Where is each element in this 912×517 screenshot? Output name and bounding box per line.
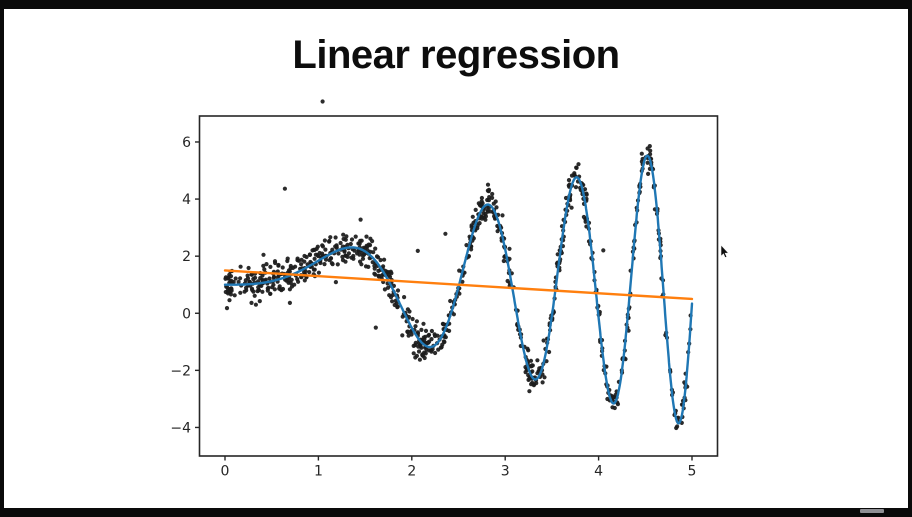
y-axis-tick-label: 6 xyxy=(182,135,191,151)
plot-frame xyxy=(198,115,719,457)
model-curve-line xyxy=(223,154,694,425)
y-axis-tick-label: 0 xyxy=(182,306,191,322)
mouse-cursor-icon xyxy=(720,244,730,259)
y-axis-tick-label: 4 xyxy=(182,192,191,208)
scatter-points xyxy=(223,99,693,431)
x-axis-tick-label: 4 xyxy=(594,464,603,480)
x-axis-tick-label: 5 xyxy=(688,464,697,480)
y-axis-tick-label: 2 xyxy=(182,249,191,265)
y-axis-tick-label: −4 xyxy=(170,420,191,436)
x-axis-tick-label: 0 xyxy=(221,464,230,480)
slide-background xyxy=(4,9,908,508)
regression-fit-line xyxy=(223,269,694,301)
chart-title: Linear regression xyxy=(292,33,620,77)
x-axis-tick-label: 2 xyxy=(407,464,416,480)
bottom-bar-notch xyxy=(860,509,884,513)
x-axis-tick-label: 3 xyxy=(501,464,510,480)
y-axis-tick-label: −2 xyxy=(170,363,191,379)
x-axis-tick-label: 1 xyxy=(314,464,323,480)
